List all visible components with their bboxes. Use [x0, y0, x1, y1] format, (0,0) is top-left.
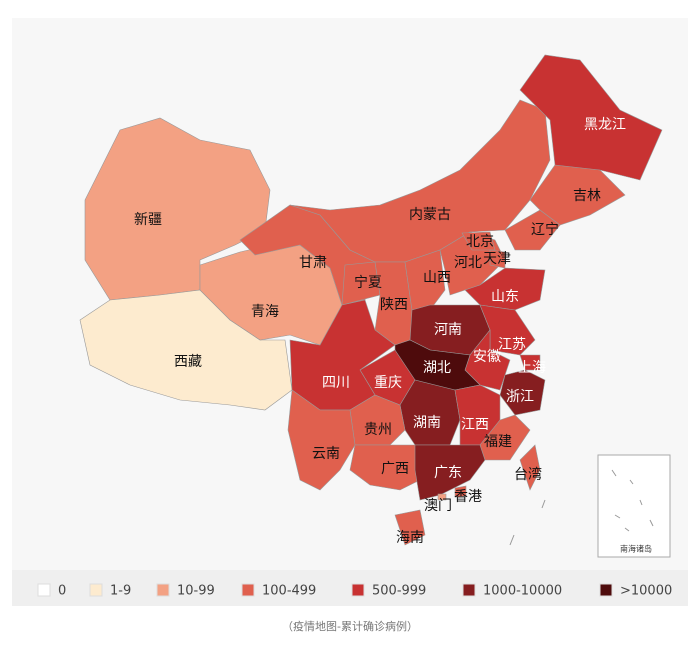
province-label: 山西 — [423, 270, 451, 286]
province — [394, 509, 426, 546]
province — [404, 249, 446, 311]
province-label: 天津 — [483, 251, 511, 267]
province-label: 内蒙古 — [409, 207, 451, 223]
province-label: 福建 — [484, 434, 512, 450]
province — [287, 389, 356, 491]
province-label: 四川 — [322, 375, 350, 391]
caption: （疫情地图-累计确诊病例） — [282, 619, 418, 633]
legend-swatch — [351, 583, 365, 597]
inset-label: 南海诸岛 — [620, 544, 652, 554]
province-label: 甘肃 — [299, 255, 327, 271]
legend-background — [12, 570, 688, 606]
legend-swatch — [241, 583, 255, 597]
province-label: 澳门 — [424, 498, 452, 514]
legend-label: 1000-10000 — [483, 584, 562, 599]
legend-label: >10000 — [620, 584, 672, 599]
province-label: 宁夏 — [354, 274, 382, 291]
province — [399, 379, 461, 446]
province-label: 贵州 — [364, 422, 392, 438]
legend-swatch — [462, 583, 476, 597]
province — [519, 54, 663, 181]
dash-line — [509, 499, 546, 546]
province-label: 台湾 — [514, 466, 542, 483]
province-label: 西藏 — [174, 354, 202, 370]
province-label: 陕西 — [380, 297, 408, 313]
province-label: 重庆 — [374, 375, 402, 391]
legend-swatch — [37, 583, 51, 597]
province-label: 广东 — [434, 465, 462, 481]
province-label: 河南 — [434, 322, 462, 338]
legend-label: 100-499 — [262, 584, 316, 599]
inset-box — [597, 454, 671, 558]
province-label: 新疆 — [134, 212, 162, 228]
province-label: 广西 — [381, 461, 409, 477]
province-label: 吉林 — [573, 188, 601, 204]
province — [461, 231, 496, 251]
province — [454, 485, 467, 498]
legend-label: 1-9 — [110, 584, 131, 599]
province-label: 江西 — [461, 417, 489, 433]
legend-label: 500-999 — [372, 584, 426, 599]
province-label: 安徽 — [473, 349, 501, 365]
legend-label: 0 — [58, 584, 66, 599]
province-label: 湖南 — [413, 415, 441, 431]
province-label: 青海 — [251, 304, 279, 320]
province-label: 江苏 — [498, 337, 526, 353]
province-label: 北京 — [466, 234, 494, 250]
legend-swatch — [599, 583, 613, 597]
inset-islands — [611, 469, 654, 532]
province — [519, 444, 541, 491]
province-label: 山东 — [491, 289, 519, 305]
province-label: 湖北 — [423, 360, 451, 376]
legend-swatch — [156, 583, 170, 597]
province — [289, 99, 551, 263]
province — [79, 289, 293, 411]
province — [504, 209, 561, 251]
province — [349, 444, 421, 491]
province-label: 上海 — [518, 360, 546, 376]
province-label: 辽宁 — [531, 221, 559, 238]
legend-swatch — [89, 583, 103, 597]
province-label: 云南 — [312, 446, 340, 462]
province-label: 香港 — [454, 489, 482, 505]
province — [519, 354, 541, 371]
province — [437, 493, 447, 501]
province — [414, 444, 486, 501]
legend-label: 10-99 — [177, 584, 215, 599]
province-label: 浙江 — [506, 389, 534, 405]
province-label: 黑龙江 — [584, 117, 626, 133]
province-label: 海南 — [396, 530, 424, 546]
province-label: 河北 — [454, 255, 482, 271]
